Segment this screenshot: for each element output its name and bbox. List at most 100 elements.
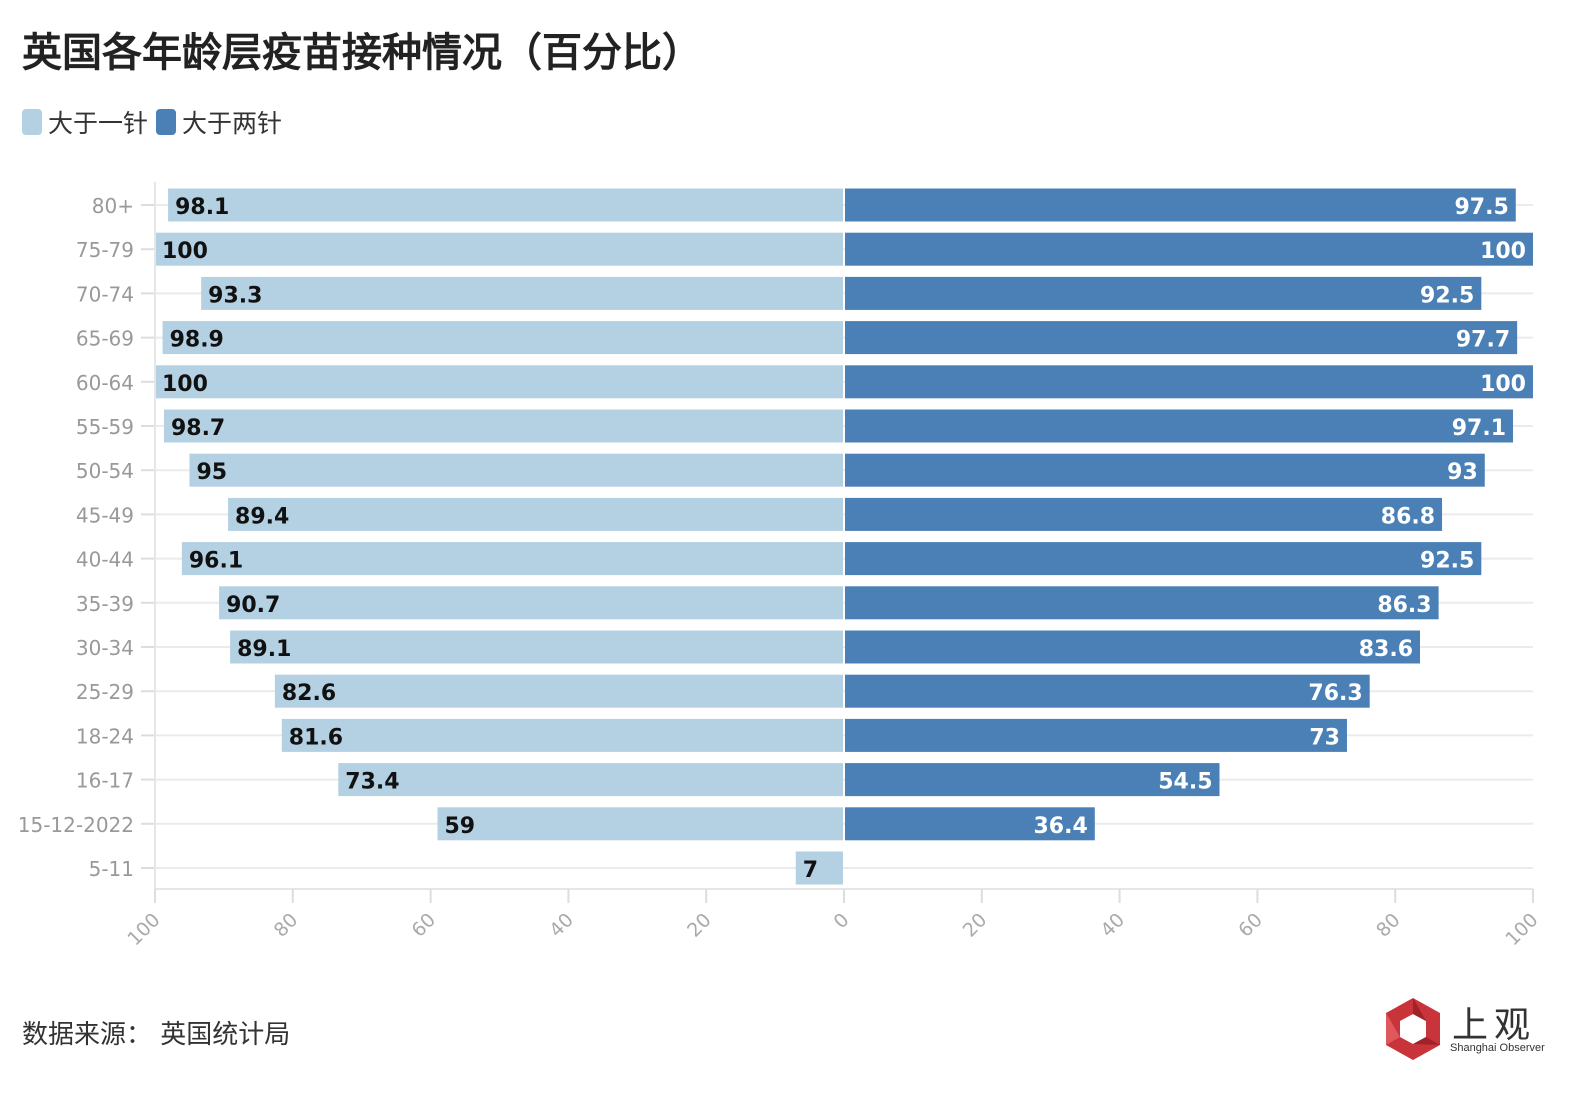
bar-second-dose[interactable] bbox=[845, 453, 1485, 487]
category-label: 40-44 bbox=[76, 548, 134, 572]
bar-second-dose[interactable] bbox=[845, 542, 1482, 576]
data-label-first-dose: 100 bbox=[162, 372, 208, 397]
data-label-first-dose: 100 bbox=[162, 239, 208, 264]
shanghai-observer-logo: 上观 Shanghai Observer bbox=[1380, 996, 1550, 1062]
data-label-second-dose: 73 bbox=[1309, 725, 1340, 750]
category-label: 25-29 bbox=[76, 680, 134, 704]
x-tick-label: 20 bbox=[959, 909, 992, 942]
bar-first-dose[interactable] bbox=[168, 188, 843, 222]
data-label-second-dose: 97.1 bbox=[1452, 416, 1506, 441]
data-label-first-dose: 89.1 bbox=[237, 637, 291, 662]
bar-second-dose[interactable] bbox=[845, 674, 1370, 708]
logo-text-en: Shanghai Observer bbox=[1450, 1042, 1545, 1054]
data-label-first-dose: 98.9 bbox=[170, 328, 224, 353]
bar-second-dose[interactable] bbox=[845, 586, 1439, 620]
x-tick-label: 100 bbox=[1501, 909, 1542, 950]
x-tick-label: 40 bbox=[1096, 909, 1129, 942]
data-label-first-dose: 93.3 bbox=[208, 283, 262, 308]
logo-mark-icon bbox=[1386, 998, 1440, 1060]
bar-second-dose[interactable] bbox=[845, 321, 1518, 355]
x-tick-label: 80 bbox=[270, 909, 303, 942]
data-label-second-dose: 97.7 bbox=[1456, 328, 1510, 353]
bar-first-dose[interactable] bbox=[219, 586, 843, 620]
bar-second-dose[interactable] bbox=[845, 409, 1514, 443]
legend-item-first-dose[interactable]: 大于一针 bbox=[22, 104, 148, 140]
bar-first-dose[interactable] bbox=[181, 542, 844, 576]
data-label-first-dose: 82.6 bbox=[282, 681, 336, 706]
legend: 大于一针 大于两针 bbox=[22, 104, 282, 140]
bar-second-dose[interactable] bbox=[845, 497, 1443, 531]
bar-first-dose[interactable] bbox=[228, 497, 843, 531]
bar-second-dose[interactable] bbox=[845, 763, 1220, 797]
chart-title: 英国各年龄层疫苗接种情况（百分比） bbox=[22, 30, 702, 76]
bar-second-dose[interactable] bbox=[845, 365, 1533, 399]
bar-first-dose[interactable] bbox=[274, 674, 843, 708]
data-label-second-dose: 76.3 bbox=[1308, 681, 1362, 706]
data-label-first-dose: 90.7 bbox=[226, 593, 280, 618]
bar-first-dose[interactable] bbox=[155, 365, 843, 399]
bars bbox=[155, 188, 1533, 885]
category-label: 15-12-2022 bbox=[18, 813, 134, 837]
data-label-first-dose: 98.7 bbox=[171, 416, 225, 441]
bar-first-dose[interactable] bbox=[230, 630, 843, 664]
category-label: 65-69 bbox=[76, 327, 134, 351]
bar-first-dose[interactable] bbox=[201, 276, 844, 310]
bar-first-dose[interactable] bbox=[437, 807, 843, 841]
bar-second-dose[interactable] bbox=[845, 630, 1421, 664]
legend-label-first-dose: 大于一针 bbox=[48, 109, 149, 138]
data-label-second-dose: 36.4 bbox=[1034, 814, 1088, 839]
data-label-second-dose: 86.8 bbox=[1381, 504, 1435, 529]
x-tick-label: 100 bbox=[123, 909, 164, 950]
data-label-first-dose: 7 bbox=[803, 858, 818, 883]
data-label-first-dose: 95 bbox=[196, 460, 227, 485]
category-label: 80+ bbox=[92, 194, 134, 218]
bar-second-dose[interactable] bbox=[845, 718, 1347, 752]
data-label-second-dose: 54.5 bbox=[1158, 770, 1212, 795]
category-label: 16-17 bbox=[76, 769, 134, 793]
data-label-first-dose: 96.1 bbox=[189, 549, 243, 574]
legend-swatch-second-dose bbox=[156, 109, 177, 135]
bar-first-dose[interactable] bbox=[281, 718, 843, 752]
bar-first-dose[interactable] bbox=[795, 851, 843, 885]
bar-first-dose[interactable] bbox=[189, 453, 843, 487]
data-label-second-dose: 93 bbox=[1447, 460, 1478, 485]
bar-first-dose[interactable] bbox=[155, 232, 843, 266]
x-tick-label: 40 bbox=[545, 909, 578, 942]
bar-second-dose[interactable] bbox=[845, 232, 1533, 266]
x-tick-label: 80 bbox=[1372, 909, 1405, 942]
legend-label-second-dose: 大于两针 bbox=[182, 109, 283, 138]
data-label-second-dose: 92.5 bbox=[1420, 283, 1474, 308]
data-label-first-dose: 81.6 bbox=[289, 725, 343, 750]
x-tick-label: 60 bbox=[407, 909, 440, 942]
x-tick-label: 20 bbox=[683, 909, 716, 942]
data-label-first-dose: 89.4 bbox=[235, 504, 289, 529]
data-label-second-dose: 100 bbox=[1480, 239, 1526, 264]
category-label: 55-59 bbox=[76, 415, 134, 439]
bar-first-dose[interactable] bbox=[338, 763, 843, 797]
data-label-second-dose: 97.5 bbox=[1454, 195, 1508, 220]
bar-second-dose[interactable] bbox=[845, 188, 1516, 222]
legend-item-second-dose[interactable]: 大于两针 bbox=[156, 104, 282, 140]
category-label: 30-34 bbox=[76, 636, 134, 660]
bar-second-dose[interactable] bbox=[845, 276, 1482, 310]
data-source: 数据来源： 英国统计局 bbox=[22, 1020, 291, 1050]
category-label: 50-54 bbox=[76, 459, 134, 483]
data-label-first-dose: 59 bbox=[444, 814, 475, 839]
logo-text-cn: 上观 bbox=[1452, 1005, 1537, 1046]
category-label: 35-39 bbox=[76, 592, 134, 616]
data-label-first-dose: 73.4 bbox=[345, 770, 399, 795]
x-tick-label: 60 bbox=[1234, 909, 1267, 942]
data-label-second-dose: 86.3 bbox=[1377, 593, 1431, 618]
data-label-second-dose: 92.5 bbox=[1420, 549, 1474, 574]
category-label: 5-11 bbox=[89, 857, 134, 881]
bar-second-dose[interactable] bbox=[845, 807, 1095, 841]
legend-swatch-first-dose bbox=[22, 109, 42, 135]
bar-first-dose[interactable] bbox=[162, 321, 844, 355]
category-label: 18-24 bbox=[76, 724, 134, 748]
x-tick-label: 0 bbox=[829, 909, 853, 933]
data-label-first-dose: 98.1 bbox=[175, 195, 229, 220]
bar-first-dose[interactable] bbox=[163, 409, 843, 443]
category-label: 70-74 bbox=[76, 282, 134, 306]
